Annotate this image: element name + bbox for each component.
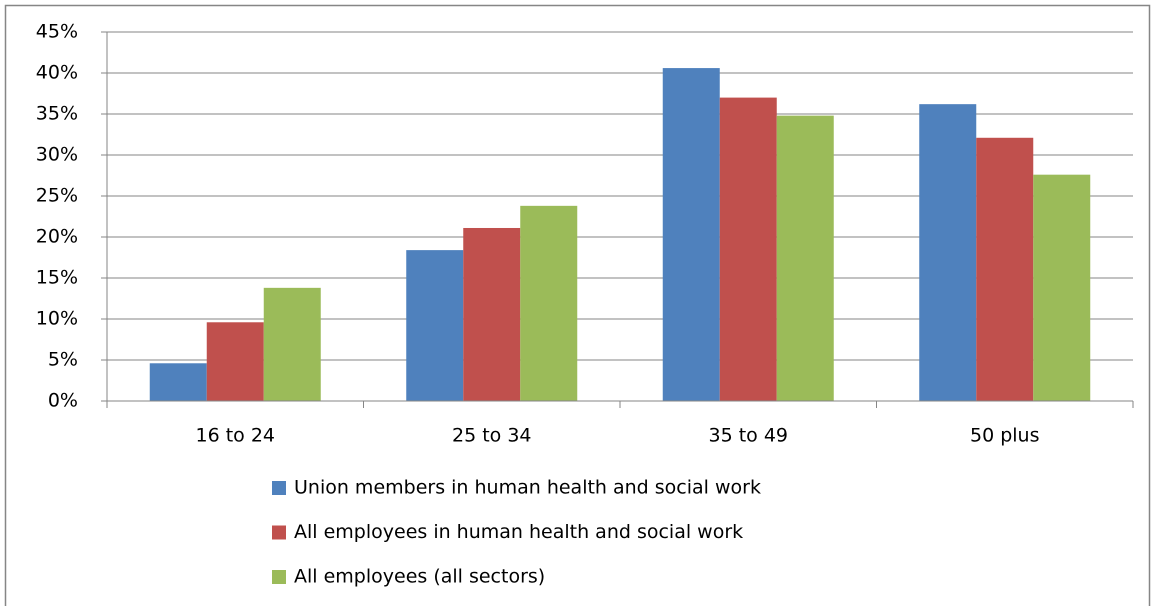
bar bbox=[976, 137, 1034, 401]
bar bbox=[1033, 174, 1091, 401]
y-tick-label: 45% bbox=[36, 21, 78, 43]
y-tick-label: 5% bbox=[48, 349, 78, 371]
legend-swatch bbox=[272, 570, 286, 584]
legend-swatch bbox=[272, 481, 286, 495]
y-tick-label: 40% bbox=[36, 62, 78, 84]
bar bbox=[776, 115, 834, 401]
bar bbox=[520, 205, 578, 401]
legend-label: Union members in human health and social… bbox=[294, 477, 761, 499]
bar bbox=[406, 250, 464, 401]
y-tick-label: 0% bbox=[48, 390, 78, 412]
bar bbox=[263, 287, 321, 401]
bar bbox=[662, 68, 720, 401]
x-tick-label: 25 to 34 bbox=[452, 425, 532, 447]
bar bbox=[149, 363, 207, 401]
y-tick-label: 25% bbox=[36, 185, 78, 207]
bar bbox=[463, 227, 521, 401]
y-tick-label: 10% bbox=[36, 308, 78, 330]
y-tick-label: 20% bbox=[36, 226, 78, 248]
bar bbox=[206, 322, 264, 401]
x-tick-label: 16 to 24 bbox=[195, 425, 275, 447]
bar bbox=[919, 104, 977, 401]
legend-swatch bbox=[272, 525, 286, 540]
x-tick-label: 50 plus bbox=[970, 425, 1040, 447]
legend-label: All employees in human health and social… bbox=[294, 521, 743, 543]
y-tick-label: 30% bbox=[36, 144, 78, 166]
x-tick-label: 35 to 49 bbox=[708, 425, 788, 447]
y-tick-label: 15% bbox=[36, 267, 78, 289]
bar bbox=[719, 97, 777, 401]
y-tick-label: 35% bbox=[36, 103, 78, 125]
legend-label: All employees (all sectors) bbox=[294, 566, 545, 588]
